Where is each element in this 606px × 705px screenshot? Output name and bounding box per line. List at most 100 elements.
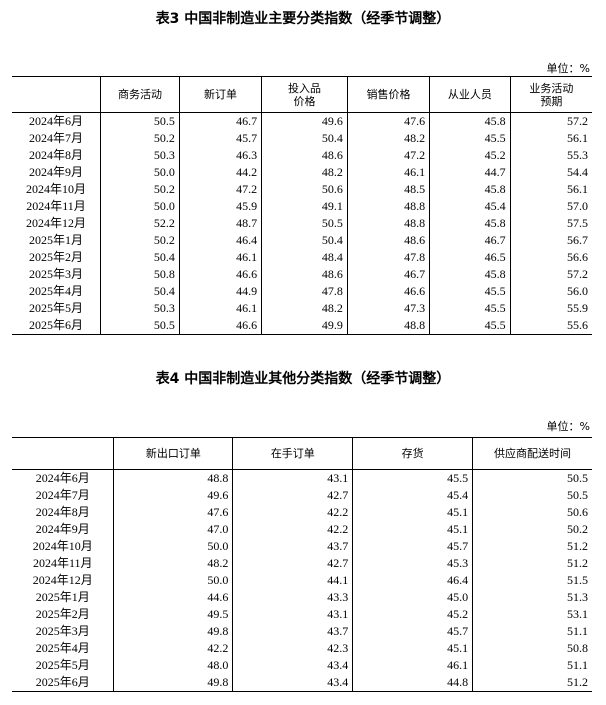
cell-value: 46.7 [346,266,430,283]
row-label: 2025年4月 [29,284,84,298]
table-row: 2024年11月 50.0 45.9 49.1 48.8 45.4 57.0 [12,198,592,215]
cell-value: 48.6 [346,232,430,249]
cell-value: 56.0 [509,283,592,300]
cell-value: 49.1 [261,198,348,215]
column-header: 在手订单 [232,437,353,470]
cell-value: 51.2 [472,674,592,692]
cell-value: 54.4 [509,164,592,181]
cell-value: 42.2 [113,640,233,657]
row-label: 2025年1月 [35,590,90,604]
cell-value: 44.9 [178,283,262,300]
cell-value: 56.1 [509,181,592,198]
table-row: 2024年10月 50.0 43.7 45.7 51.2 [12,538,592,555]
cell-value: 46.5 [429,249,511,266]
cell-value: 50.4 [100,249,180,266]
cell-value: 45.0 [352,589,473,606]
cell-value: 45.2 [429,147,511,164]
cell-value: 46.7 [429,232,511,249]
cell-value: 48.8 [113,469,233,487]
table-row: 2024年6月 48.8 43.1 45.5 50.5 [12,469,592,487]
cell-value: 43.1 [232,469,353,487]
cell-value: 44.7 [429,164,511,181]
cell-value: 48.2 [261,300,348,317]
cell-value: 51.5 [472,572,592,589]
cell-value: 47.8 [346,249,430,266]
table4-title: 表4 中国非制造业其他分类指数（经季节调整） [155,371,451,387]
cell-value: 50.4 [261,130,348,147]
table4-header-row: 新出口订单 在手订单 存货 供应商配送时间 [12,437,592,470]
cell-value: 48.8 [346,198,430,215]
column-header: 供应商配送时间 [472,437,592,470]
cell-value: 50.4 [261,232,348,249]
cell-value: 47.3 [346,300,430,317]
table-row: 2024年9月 47.0 42.2 45.1 50.2 [12,521,592,538]
row-label: 2025年6月 [35,675,90,689]
cell-value: 47.2 [346,147,430,164]
cell-value: 48.0 [113,657,233,674]
cell-value: 45.8 [429,181,511,198]
cell-value: 46.1 [178,300,262,317]
table-row: 2025年4月 42.2 42.3 45.1 50.8 [12,640,592,657]
cell-value: 50.0 [100,164,180,181]
column-header: 销售价格 [346,76,430,113]
cell-value: 55.9 [509,300,592,317]
row-label: 2024年7月 [35,488,90,502]
cell-value: 45.1 [352,521,473,538]
cell-value: 45.8 [429,215,511,232]
cell-value: 45.5 [429,283,511,300]
table-row: 2024年10月 50.2 47.2 50.6 48.5 45.8 56.1 [12,181,592,198]
cell-value: 50.0 [113,572,233,589]
row-label: 2024年8月 [29,148,84,162]
column-header: 投入品 价格 [261,76,348,113]
column-header: 新订单 [178,76,262,113]
cell-value: 46.7 [178,112,262,130]
cell-value: 44.8 [352,674,473,692]
cell-value: 46.6 [346,283,430,300]
cell-value: 56.1 [509,130,592,147]
cell-value: 50.5 [472,487,592,504]
cell-value: 48.7 [178,215,262,232]
cell-value: 47.2 [178,181,262,198]
cell-value: 42.3 [232,640,353,657]
column-header [12,76,101,113]
column-header [12,437,114,470]
cell-value: 56.6 [509,249,592,266]
row-label: 2025年6月 [29,318,84,332]
table-row: 2024年12月 50.0 44.1 46.4 51.5 [12,572,592,589]
table-row: 2025年2月 49.5 43.1 45.2 53.1 [12,606,592,623]
row-label: 2024年7月 [29,131,84,145]
table-row: 2024年12月 52.2 48.7 50.5 48.8 45.8 57.5 [12,215,592,232]
column-header: 业务活动 预期 [509,76,592,113]
cell-value: 49.9 [261,317,348,335]
table-row: 2024年11月 48.2 42.7 45.3 51.2 [12,555,592,572]
row-label: 2024年11月 [26,199,86,213]
cell-value: 46.4 [352,572,473,589]
cell-value: 51.3 [472,589,592,606]
cell-value: 49.6 [261,112,348,130]
cell-value: 43.3 [232,589,353,606]
cell-value: 45.7 [352,623,473,640]
row-label: 2025年3月 [29,267,84,281]
row-label: 2024年12月 [26,216,87,230]
row-label: 2025年2月 [35,607,90,621]
cell-value: 50.0 [100,198,180,215]
cell-value: 46.1 [178,249,262,266]
row-label: 2024年6月 [29,114,84,128]
cell-value: 42.7 [232,555,353,572]
table3: 商务活动 新订单 投入品 价格 销售价格 从业人员 业务活动 预期 2024年6月 50.5 46… [12,76,592,335]
cell-value: 51.2 [472,555,592,572]
cell-value: 46.1 [346,164,430,181]
cell-value: 45.8 [429,112,511,130]
cell-value: 48.2 [346,130,430,147]
cell-value: 50.2 [472,521,592,538]
row-label: 2024年10月 [26,182,87,196]
row-label: 2025年5月 [29,301,84,315]
cell-value: 45.9 [178,198,262,215]
cell-value: 57.2 [509,266,592,283]
cell-value: 48.8 [346,215,430,232]
cell-value: 55.3 [509,147,592,164]
cell-value: 51.2 [472,538,592,555]
cell-value: 42.2 [232,504,353,521]
table-row: 2025年6月 50.5 46.6 49.9 48.8 45.5 55.6 [12,317,592,335]
table-row: 2025年4月 50.4 44.9 47.8 46.6 45.5 56.0 [12,283,592,300]
